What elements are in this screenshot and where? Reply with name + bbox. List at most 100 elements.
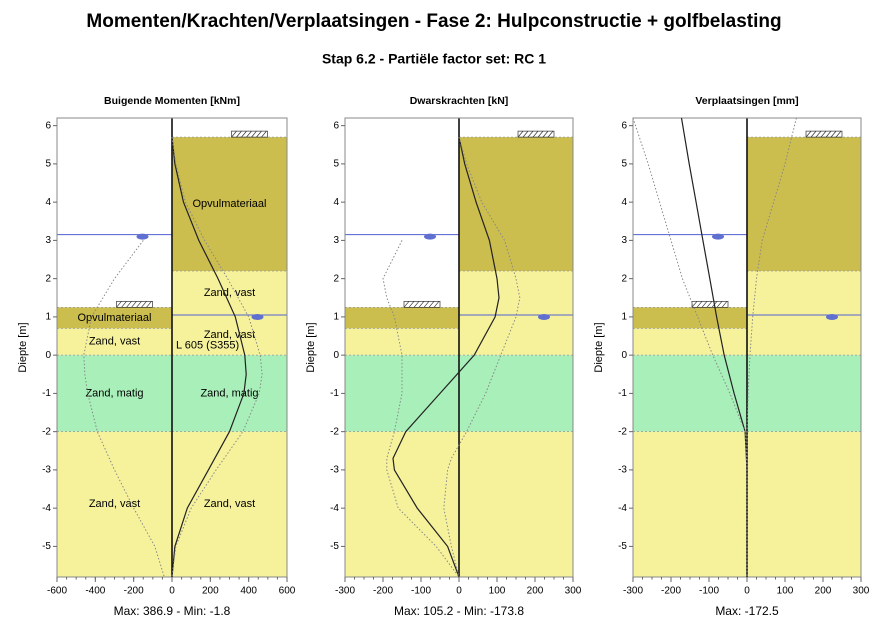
result-line [392,136,500,578]
soil-layer [747,271,861,315]
surface-hatch [116,301,122,308]
x-tick-label: -100 [411,586,431,597]
water-symbol [826,313,838,320]
y-tick-label: 4 [45,197,51,208]
soil-layer [57,307,172,329]
soil-label: Zand, vast [89,498,140,510]
y-tick-label: 1 [621,312,627,323]
x-tick-label: -200 [661,586,681,597]
surface-hatch [408,301,415,308]
result-line [171,137,247,578]
y-tick-label: 0 [45,350,51,361]
surface-hatch [141,301,147,308]
water-symbol [251,313,264,320]
soil-label: Zand, vast [204,329,255,341]
surface-hatch [428,301,435,308]
water-symbol [538,313,550,320]
surface-symbol [116,300,153,308]
x-tick-label: 100 [489,586,506,597]
water-symbol [424,233,436,240]
surface-hatch [251,130,257,138]
panel-title: Dwarskrachten [kN] [410,95,509,107]
surface-hatch [825,130,832,138]
soil-layer [747,314,861,356]
chart-subtitle: Stap 6.2 - Partiële factor set: RC 1 [322,51,546,67]
x-tick-label: 0 [744,586,750,597]
x-tick-label: -300 [335,586,355,597]
y-tick-label: 1 [45,312,51,323]
y-axis-label: Diepte [m] [17,322,29,372]
y-tick-label: 6 [333,120,339,131]
x-tick-label: -600 [47,586,67,597]
soil-label: Zand, matig [200,387,258,399]
envelope-line [382,240,460,578]
x-tick-label: 0 [456,586,462,597]
y-tick-label: 3 [621,235,627,246]
x-tick-label: -200 [373,586,393,597]
surface-hatch [423,301,430,308]
surface-hatch [433,301,440,308]
x-tick-label: 600 [279,586,296,597]
x-tick-label: -100 [699,586,719,597]
surface-symbol [805,130,843,138]
y-tick-label: -1 [42,388,51,399]
soil-layer [172,271,287,315]
surface-hatch [835,130,842,138]
y-axis-label: Diepte [m] [593,322,605,372]
soil-label: Zand, vast [204,287,255,299]
y-tick-label: 2 [45,273,51,284]
y-tick-label: 0 [333,350,339,361]
surface-hatch [131,301,137,308]
soil-label: Opvulmateriaal [193,198,267,210]
panel-title: Verplaatsingen [mm] [695,95,798,107]
y-tick-label: 6 [621,120,627,131]
x-tick-label: 300 [565,586,582,597]
soil-layer [57,328,172,356]
surface-hatch [721,301,728,308]
surface-hatch [231,130,237,138]
y-tick-label: 0 [621,350,627,361]
envelope-line [443,136,521,578]
soil-layer [747,355,861,432]
surface-hatch [815,130,822,138]
soil-label: Opvulmateriaal [78,312,152,324]
y-tick-label: -5 [618,541,627,552]
soil-layer [459,137,573,271]
y-tick-label: -5 [42,541,51,552]
y-tick-label: -4 [42,503,51,514]
y-tick-label: 5 [45,159,51,170]
soil-layer [172,431,287,577]
y-tick-label: 4 [621,197,627,208]
surface-hatch [522,130,529,138]
y-tick-label: -2 [618,426,627,437]
surface-hatch [517,130,524,138]
x-summary: Max: 386.9 - Min: -1.8 [114,604,231,618]
envelope-line [171,137,263,578]
y-tick-label: -2 [330,426,339,437]
y-tick-label: -4 [330,503,339,514]
x-tick-label: 100 [777,586,794,597]
x-tick-label: -300 [623,586,643,597]
y-tick-label: 2 [621,273,627,284]
x-summary: Max: -172.5 [715,604,779,618]
x-tick-label: 0 [169,586,175,597]
surface-hatch [236,130,242,138]
soil-layer [747,431,861,577]
y-tick-label: 3 [45,235,51,246]
soil-layer [747,137,861,271]
y-tick-label: -1 [618,388,627,399]
envelope-line [83,240,165,578]
soil-layer [172,137,287,271]
surface-hatch [716,301,723,308]
y-tick-label: 5 [333,159,339,170]
surface-symbol [517,130,555,138]
surface-hatch [241,130,247,138]
surface-hatch [532,130,539,138]
wall-label: L 605 (S355) [176,339,239,351]
surface-hatch [691,301,698,308]
surface-hatch [403,301,410,308]
soil-layer [345,307,459,329]
surface-symbol [231,130,268,138]
y-tick-label: -3 [330,465,339,476]
